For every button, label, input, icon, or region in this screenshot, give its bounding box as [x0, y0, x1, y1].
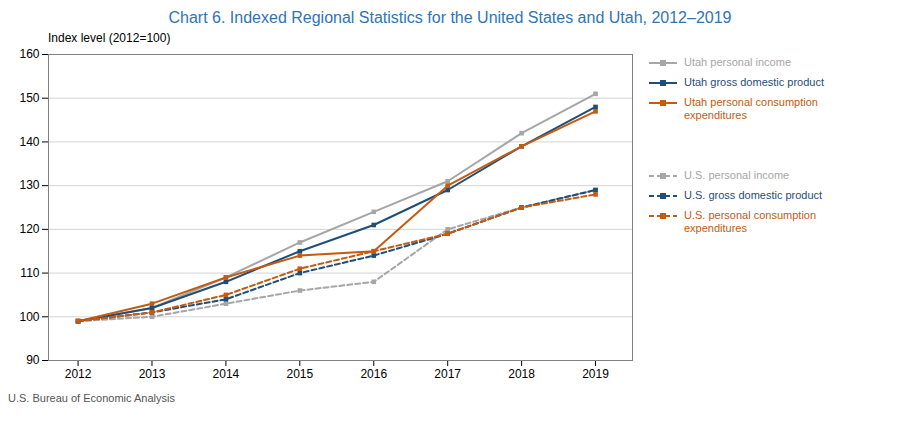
svg-text:2012: 2012 [65, 367, 92, 381]
html-text:U.S. personal income: U.S. personal income [684, 169, 790, 181]
svg-text:2014: 2014 [213, 367, 240, 381]
svg-text:2017: 2017 [434, 367, 461, 381]
html-text:Chart 6. Indexed Regional Stat: Chart 6. Indexed Regional Statistics for… [168, 9, 732, 26]
svg-text:90: 90 [26, 353, 40, 367]
svg-text:100: 100 [19, 310, 39, 324]
html-text:U.S. Bureau of Economic Analys: U.S. Bureau of Economic Analysis [8, 392, 175, 404]
html-text:Utah gross domestic product: Utah gross domestic product [684, 76, 824, 88]
svg-text:2013: 2013 [139, 367, 166, 381]
html-text:Utah personal consumption expe: Utah personal consumption expenditures [684, 96, 818, 121]
svg-text:150: 150 [19, 91, 39, 105]
svg-text:110: 110 [20, 266, 39, 280]
svg-text:2019: 2019 [582, 367, 609, 381]
html-text:U.S. gross domestic product: U.S. gross domestic product [684, 189, 823, 201]
svg-text:130: 130 [19, 178, 39, 192]
svg-text:120: 120 [19, 222, 39, 236]
svg-text:2018: 2018 [508, 367, 535, 381]
svg-text:160: 160 [19, 47, 39, 61]
svg-text:2015: 2015 [286, 367, 313, 381]
html-text:U.S. personal consumption expe: U.S. personal consumption expenditures [684, 209, 817, 234]
svg-text:140: 140 [19, 135, 39, 149]
svg-text:2016: 2016 [360, 367, 387, 381]
html-text:Utah personal income: Utah personal income [684, 56, 791, 68]
html-text:Index level (2012=100): Index level (2012=100) [48, 31, 171, 45]
